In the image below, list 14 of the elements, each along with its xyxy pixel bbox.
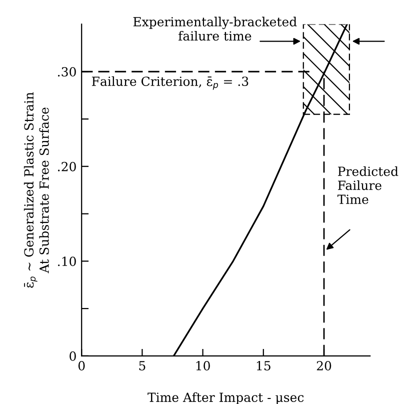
y-tick-label: .20: [58, 162, 76, 172]
x-tick-label: 0: [78, 361, 85, 370]
x-axis-title: Time After Impact - μsec: [148, 392, 304, 404]
y-tick-label: .30: [58, 67, 76, 77]
band-label: Experimentally-bracketed failure time: [133, 16, 297, 41]
y-tick-label: .10: [58, 256, 76, 266]
x-tick-label: 10: [196, 361, 210, 370]
x-tick-label: 15: [256, 361, 270, 370]
ref-line-label: Failure Criterion, ε̄$_{p}$ = .3: [92, 76, 248, 90]
ref-line-label: Predicted Failure Time: [337, 166, 398, 204]
x-tick-label: 20: [316, 361, 332, 370]
x-tick-label: 5: [139, 361, 146, 370]
y-axis-title: ε̄$_{p}$ ~ Generalized Plastic Strain At Substrate Free Surface: [24, 92, 49, 288]
y-tick-label: 0: [70, 351, 76, 361]
